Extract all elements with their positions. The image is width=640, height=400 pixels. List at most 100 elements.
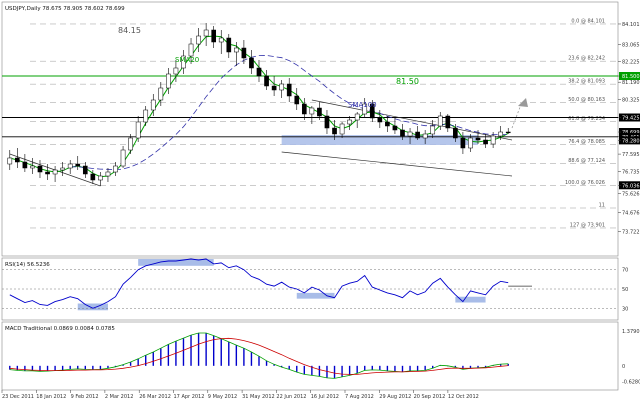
candle <box>173 60 179 82</box>
candle <box>188 38 194 64</box>
macd-histogram-bar <box>356 365 358 374</box>
candle <box>377 110 383 128</box>
price-axis-label: 79.425 <box>622 116 640 122</box>
macd-histogram-bar <box>9 365 11 370</box>
candle <box>120 146 126 168</box>
macd-axis-label: 0 <box>622 364 625 370</box>
candle-body <box>52 169 58 175</box>
candle-body <box>505 131 511 134</box>
candle-body <box>15 157 20 163</box>
macd-histogram-bar <box>99 365 102 370</box>
rsi-zone <box>77 303 108 311</box>
sma20-annotation: SMA20 <box>175 56 199 64</box>
x-axis-label: 23 Dec 2011 <box>2 394 34 400</box>
candle-body <box>362 103 368 115</box>
candle-body <box>256 67 262 77</box>
macd-histogram-bar <box>145 355 147 366</box>
x-axis-label: 17 Apr 2012 <box>174 394 205 400</box>
macd-histogram-bar <box>432 365 434 369</box>
macd-panel-frame <box>1 321 619 391</box>
candle <box>422 130 428 144</box>
peak-annotation: 84.15 <box>118 26 141 35</box>
candle <box>203 23 209 46</box>
candle <box>369 100 375 122</box>
forecast-arrow-icon <box>518 98 528 107</box>
candle <box>45 164 50 180</box>
macd-histogram-bar <box>507 363 509 366</box>
x-axis-label: 20 Sep 2012 <box>414 394 446 400</box>
x-axis-label: 26 Mar 2012 <box>139 394 171 400</box>
candle <box>143 106 149 126</box>
candle-body <box>445 115 451 129</box>
macd-histogram-bar <box>24 365 26 371</box>
candle <box>309 106 315 124</box>
x-axis-label: 18 Jan 2012 <box>36 394 66 400</box>
candle-body <box>234 47 239 53</box>
candle-body <box>392 125 398 131</box>
rsi-zone <box>455 296 486 303</box>
macd-signal-line <box>9 337 509 375</box>
rsi-panel-title: RSI(14) 56.5236 <box>5 262 50 268</box>
candle <box>52 166 58 182</box>
macd-histogram-bar <box>220 338 222 366</box>
macd-histogram-bar <box>311 365 313 376</box>
rsi-axis-label: 50 <box>622 287 628 293</box>
candle-body <box>347 119 352 125</box>
macd-histogram-bar <box>416 365 419 371</box>
candle <box>90 170 96 184</box>
candle <box>7 150 13 170</box>
candle <box>317 102 322 120</box>
macd-histogram-bar <box>212 335 215 366</box>
candle <box>166 68 171 94</box>
price-marker <box>619 72 640 80</box>
candle-body <box>407 131 413 137</box>
trend-line <box>311 99 513 141</box>
candle-body <box>301 103 307 115</box>
price-axis-label: 82.225 <box>622 60 640 66</box>
fib-label: 0.0 @ 84.101 <box>571 18 605 24</box>
candle-body <box>264 75 269 87</box>
candle <box>385 116 390 132</box>
macd-histogram-bar <box>160 348 162 366</box>
candle-body <box>339 123 345 135</box>
candle-body <box>453 127 458 139</box>
candle <box>347 116 352 130</box>
price-axis-label: 77.595 <box>622 152 640 158</box>
candle <box>332 120 337 140</box>
candle <box>437 112 443 130</box>
macd-histogram-bar <box>477 365 479 368</box>
candle-body <box>128 137 133 151</box>
fib-label: 88.6 @ 77.124 <box>568 158 605 164</box>
candle <box>37 160 43 178</box>
candle-body <box>211 29 217 43</box>
candle <box>67 160 73 174</box>
candle-body <box>105 171 111 177</box>
macd-histogram-bar <box>92 365 94 370</box>
macd-histogram-bar <box>46 365 49 372</box>
macd-histogram-bar <box>386 365 389 371</box>
candle <box>324 110 330 134</box>
candle-body <box>120 149 126 167</box>
x-axis-label: 2 Mar 2012 <box>105 394 134 400</box>
macd-histogram-bar <box>364 365 366 371</box>
macd-histogram-bar <box>333 365 336 379</box>
macd-histogram-bar <box>182 338 185 366</box>
x-axis-label: 22 Jun 2012 <box>276 394 306 400</box>
candle <box>128 134 133 154</box>
price-axis-label: 76.036 <box>622 183 640 189</box>
candle <box>135 116 141 142</box>
macd-histogram-bar <box>258 356 260 366</box>
price-axis-label: 74.676 <box>622 210 640 216</box>
x-axis-label: 31 May 2012 <box>242 394 275 400</box>
candle-body <box>181 55 186 69</box>
candle-body <box>135 121 141 139</box>
candle-body <box>369 103 375 119</box>
candle-body <box>188 43 194 57</box>
price-axis-label: 73.722 <box>622 230 640 236</box>
price-marker <box>619 113 640 122</box>
macd-histogram-bar <box>205 333 207 366</box>
candle-body <box>324 115 330 129</box>
candle-body <box>294 95 300 105</box>
candle-body <box>475 137 481 141</box>
